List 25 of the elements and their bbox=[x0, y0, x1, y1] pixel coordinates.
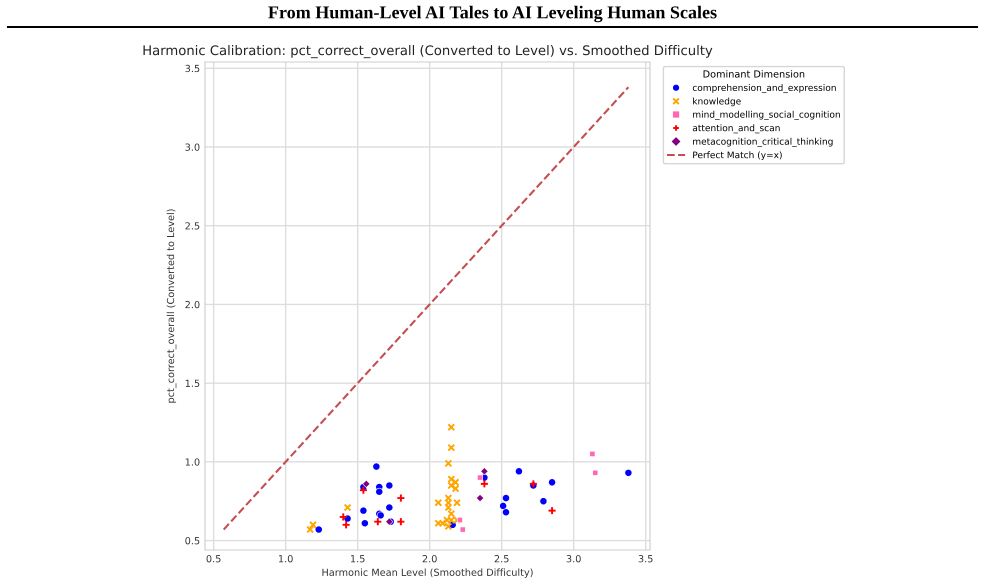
x-tick-label: 2.0 bbox=[422, 555, 437, 562]
legend-label: metacognition_critical_thinking bbox=[693, 138, 833, 147]
x-tick-label: 0.5 bbox=[206, 555, 221, 562]
x-tick-label: 1.0 bbox=[278, 555, 293, 562]
x-tick-label: 2.5 bbox=[494, 555, 509, 562]
y-tick-label: 1.0 bbox=[186, 458, 200, 466]
y-tick-label: 2.0 bbox=[185, 300, 200, 308]
y-tick-label: 3.0 bbox=[185, 143, 200, 151]
x-axis-title: Harmonic Mean Level (Smoothed Difficulty) bbox=[322, 568, 533, 578]
y-tick-label: 0.5 bbox=[185, 537, 200, 544]
y-tick-label: 3.5 bbox=[185, 64, 200, 72]
chart-title: From Human-Level AI Tales to AI Leveling Human Scales bbox=[268, 6, 717, 22]
legend-label: mind_modelling_social_cognition bbox=[693, 110, 840, 120]
legend-label: knowledge bbox=[693, 98, 741, 106]
x-tick-label: 3.0 bbox=[566, 555, 581, 562]
y-tick-label: 2.5 bbox=[185, 222, 200, 230]
legend-title: Dominant Dimension bbox=[704, 70, 804, 78]
x-tick-label: 3.5 bbox=[638, 555, 653, 562]
x-tick-label: 1.5 bbox=[350, 555, 365, 562]
legend-label: Perfect Match (y=x) bbox=[693, 151, 782, 160]
legend-label: comprehension_and_expression bbox=[692, 84, 836, 94]
y-tick-label: 1.5 bbox=[186, 380, 200, 387]
chart-subtitle: Harmonic Calibration: pct_correct_overall (Converted to Level) vs. Smoothed Difficulty bbox=[143, 45, 712, 58]
y-axis-title: pct_correct_overall (Converted to Level) bbox=[166, 209, 176, 403]
legend-label: attention_and_scan bbox=[692, 124, 780, 134]
